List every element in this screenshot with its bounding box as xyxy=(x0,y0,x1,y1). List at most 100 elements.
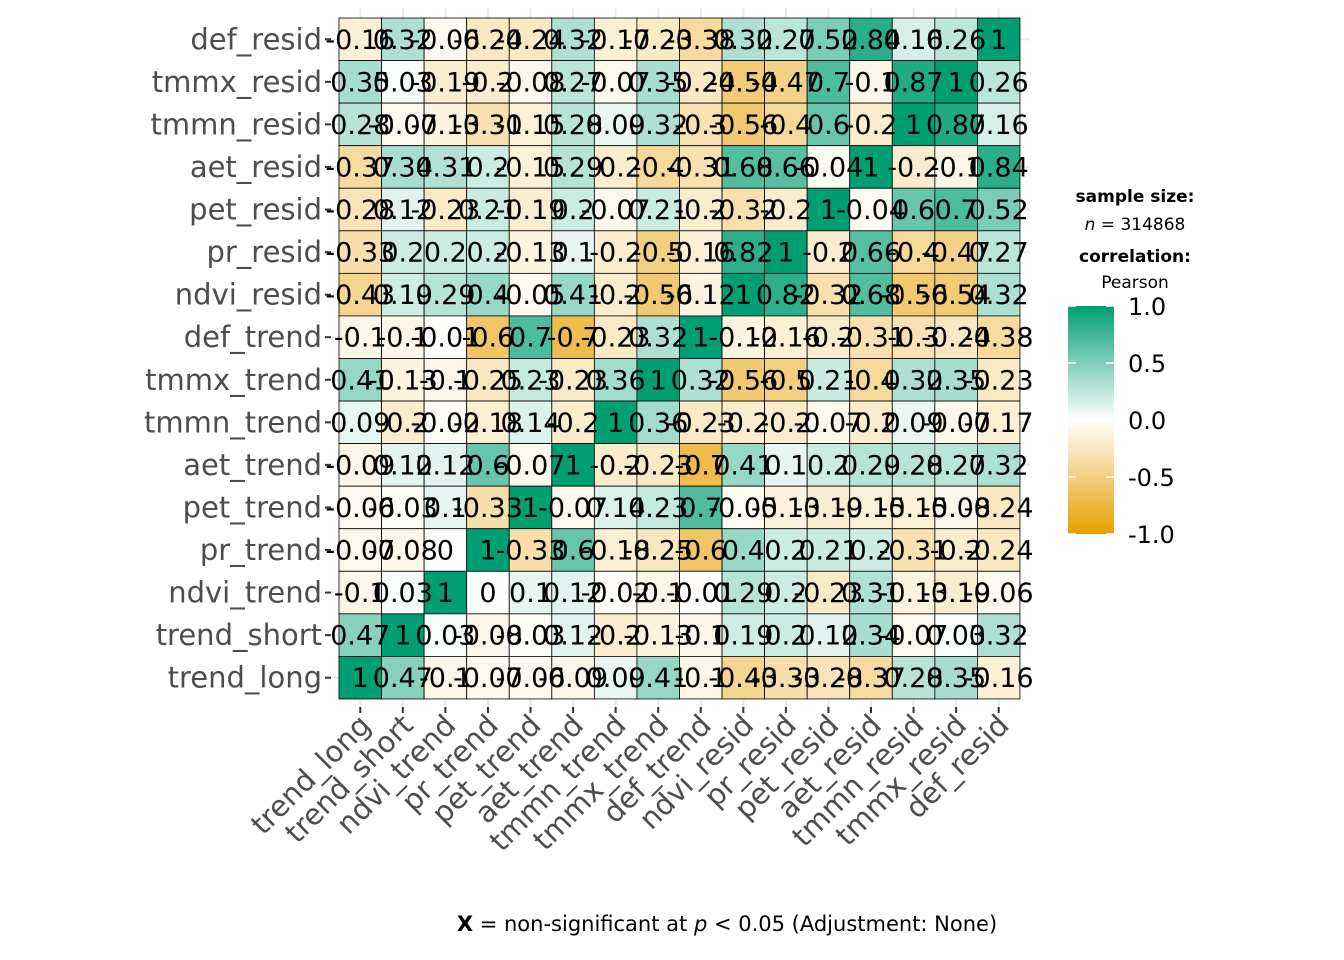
cell-value-label: -0.07 xyxy=(879,621,949,652)
cell-value-label: -0.07 xyxy=(921,408,991,439)
heatmap-cell xyxy=(679,60,723,104)
cell-value-label: -0.23 xyxy=(581,323,651,354)
heatmap-cell xyxy=(636,656,680,700)
cell-value-label: -0.2 xyxy=(717,408,770,439)
cell-value-label: 0.36 xyxy=(586,365,646,396)
cell-value-label: -0.2 xyxy=(930,536,983,567)
cell-value-label: -0.2 xyxy=(802,323,855,354)
heatmap-cell xyxy=(806,17,851,61)
legend-correlation-title: correlation: xyxy=(1079,247,1191,267)
cell-value-label: 0.68 xyxy=(713,152,773,183)
cell-value-label: -0.2 xyxy=(547,408,600,439)
x-axis: trend_longtrend_shortndvi_trendpr_trendp… xyxy=(244,706,1016,858)
cell-value-label: 0.35 xyxy=(926,365,986,396)
heatmap-cell xyxy=(849,230,893,274)
heatmap-cell xyxy=(764,17,808,61)
y-tick-label: pr_resid xyxy=(206,235,322,269)
cell-value-label: -0.5 xyxy=(760,365,813,396)
cell-value-label: 0.34 xyxy=(841,621,901,652)
cell-value-label: 1 xyxy=(352,663,369,694)
cell-value-label: 0.35 xyxy=(926,663,986,694)
cell-value-label: -0.18 xyxy=(453,408,523,439)
heatmap-cell xyxy=(934,528,978,572)
cell-value-label: -0.15 xyxy=(496,110,566,141)
cell-value-label: 0.32 xyxy=(628,110,688,141)
heatmap-cell xyxy=(508,400,553,445)
heatmap-cell xyxy=(891,443,936,487)
cell-value-label: -0.5 xyxy=(632,238,685,269)
cell-value-label: 0.16 xyxy=(883,25,943,56)
heatmap-cell xyxy=(764,315,808,359)
cell-value-label: -0.13 xyxy=(623,621,693,652)
cell-value-label: 0.16 xyxy=(969,110,1029,141)
cell-value-label: -0.1 xyxy=(334,323,387,354)
cell-value-label: 0.4 xyxy=(722,536,765,567)
heatmap-cell xyxy=(423,315,468,359)
caption-x-symbol: X xyxy=(456,912,474,936)
y-tick-label: def_resid xyxy=(190,22,322,56)
cell-value-label: -0.19 xyxy=(921,578,991,609)
heatmap-cell xyxy=(764,656,808,700)
cell-value-label: 1 xyxy=(437,578,454,609)
heatmap-cell xyxy=(977,17,1021,61)
heatmap-cell xyxy=(551,528,595,572)
heatmap-cell xyxy=(551,613,595,657)
heatmap-cell xyxy=(593,145,638,189)
heatmap-cell xyxy=(508,315,553,359)
heatmap-cell xyxy=(679,187,723,232)
cell-value-label: -0.23 xyxy=(623,25,693,56)
cell-value-label: -0.32 xyxy=(794,280,864,311)
cell-value-label: -0.33 xyxy=(751,663,821,694)
heatmap-cell xyxy=(849,443,893,487)
cell-value-label: -0.05 xyxy=(496,280,566,311)
cell-labels: -0.160.32-0.06-0.24-0.240.32-0.17-0.23-0… xyxy=(325,25,1033,694)
heatmap-cell xyxy=(849,656,893,700)
cell-value-label: -0.2 xyxy=(589,152,642,183)
cell-value-label: 0.21 xyxy=(458,195,518,226)
cell-value-label: -0.09 xyxy=(325,450,395,481)
heatmap-cell xyxy=(636,145,680,189)
heatmap-cell xyxy=(721,60,765,104)
cell-value-label: 0.32 xyxy=(628,323,688,354)
heatmap-cell xyxy=(806,358,851,402)
cell-value-label: 0.41 xyxy=(330,365,390,396)
legend-n-value: = 314868 xyxy=(1095,215,1185,235)
cell-value-label: 0.2 xyxy=(764,578,807,609)
cell-value-label: -0.1 xyxy=(632,578,685,609)
cell-value-label: -0.4 xyxy=(632,152,685,183)
heatmap-cell xyxy=(338,187,382,232)
cell-value-label: 0 xyxy=(437,536,454,567)
cell-value-label: 0.32 xyxy=(543,25,603,56)
heatmap-cell xyxy=(466,102,510,147)
heatmap-cell xyxy=(679,315,723,359)
cell-value-label: 0.32 xyxy=(969,450,1029,481)
cell-value-label: 0.35 xyxy=(330,67,390,98)
heatmap-cell xyxy=(508,17,553,61)
y-tick-label: def_trend xyxy=(184,320,322,354)
heatmap-cell xyxy=(977,485,1021,530)
heatmap-cell xyxy=(934,485,978,530)
heatmap-cell xyxy=(679,570,723,615)
heatmap-cell xyxy=(891,187,936,232)
cell-value-label: -0.56 xyxy=(879,280,949,311)
heatmap-cell xyxy=(764,60,808,104)
heatmap-cell xyxy=(721,230,765,274)
heatmap-cell xyxy=(934,102,978,147)
cell-value-label: 0.03 xyxy=(415,621,475,652)
heatmap-cell xyxy=(338,17,382,61)
cell-value-label: 0.03 xyxy=(926,621,986,652)
heatmap-cell xyxy=(764,102,808,147)
cell-value-label: 0.12 xyxy=(373,195,433,226)
cell-value-label: -0.2 xyxy=(802,238,855,269)
cell-value-label: 0.29 xyxy=(713,578,773,609)
heatmap-cell xyxy=(593,400,638,445)
cell-value-label: 0.29 xyxy=(543,152,603,183)
cell-value-label: -0.07 xyxy=(794,408,864,439)
cell-value-label: -0.23 xyxy=(964,365,1034,396)
cell-value-label: -0.33 xyxy=(453,493,523,524)
heatmap-cell xyxy=(849,272,893,317)
cell-value-label: 0.66 xyxy=(756,152,816,183)
cell-value-label: 0.27 xyxy=(926,450,986,481)
cell-value-label: 0.2 xyxy=(466,152,509,183)
cell-value-label: 0.28 xyxy=(543,110,603,141)
